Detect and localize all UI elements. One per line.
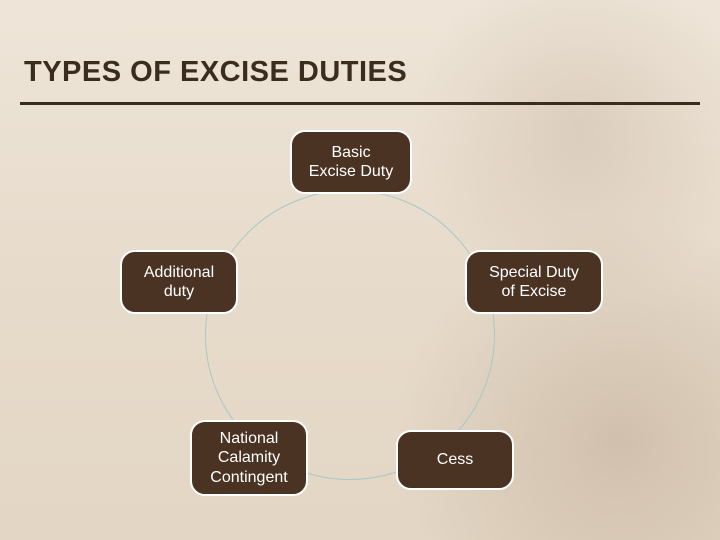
node-label: National Calamity Contingent [210,429,287,487]
node-cess: Cess [396,430,514,490]
node-label: Cess [437,450,473,469]
node-label: Additional duty [144,263,214,301]
node-label: Basic Excise Duty [309,143,393,181]
node-special: Special Duty of Excise [465,250,603,314]
node-addl: Additional duty [120,250,238,314]
page-title: TYPES OF EXCISE DUTIES [24,56,407,89]
title-underline [20,102,700,105]
node-label: Special Duty of Excise [489,263,579,301]
node-basic: Basic Excise Duty [290,130,412,194]
node-national: National Calamity Contingent [190,420,308,496]
